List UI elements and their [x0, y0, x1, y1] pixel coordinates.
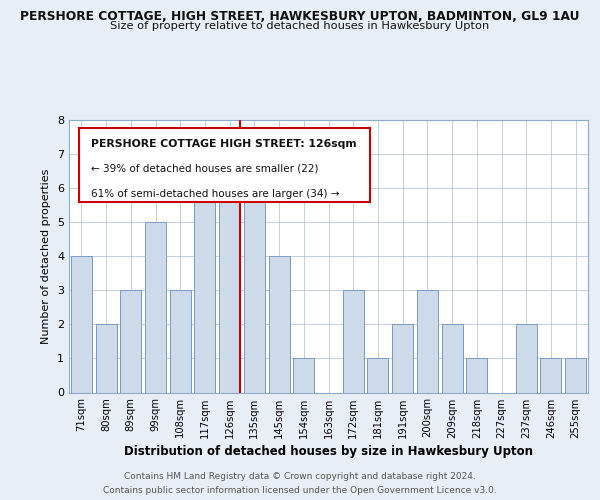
Bar: [442, 324, 463, 392]
Text: PERSHORE COTTAGE, HIGH STREET, HAWKESBURY UPTON, BADMINTON, GL9 1AU: PERSHORE COTTAGE, HIGH STREET, HAWKESBUR…: [20, 10, 580, 23]
Bar: [170, 290, 191, 392]
Bar: [219, 154, 240, 392]
Text: PERSHORE COTTAGE HIGH STREET: 126sqm: PERSHORE COTTAGE HIGH STREET: 126sqm: [91, 139, 356, 149]
Bar: [95, 324, 116, 392]
Bar: [71, 256, 92, 392]
Bar: [269, 256, 290, 392]
Text: 61% of semi-detached houses are larger (34) →: 61% of semi-detached houses are larger (…: [91, 188, 340, 198]
Bar: [343, 290, 364, 392]
Bar: [293, 358, 314, 392]
Bar: [244, 188, 265, 392]
Text: Contains HM Land Registry data © Crown copyright and database right 2024.: Contains HM Land Registry data © Crown c…: [124, 472, 476, 481]
Text: ← 39% of detached houses are smaller (22): ← 39% of detached houses are smaller (22…: [91, 164, 319, 173]
Bar: [541, 358, 562, 392]
Bar: [367, 358, 388, 392]
Bar: [120, 290, 141, 392]
Bar: [194, 188, 215, 392]
Text: Size of property relative to detached houses in Hawkesbury Upton: Size of property relative to detached ho…: [110, 21, 490, 31]
Bar: [392, 324, 413, 392]
X-axis label: Distribution of detached houses by size in Hawkesbury Upton: Distribution of detached houses by size …: [124, 444, 533, 458]
Y-axis label: Number of detached properties: Number of detached properties: [41, 168, 52, 344]
Bar: [516, 324, 537, 392]
Text: Contains public sector information licensed under the Open Government Licence v3: Contains public sector information licen…: [103, 486, 497, 495]
Bar: [417, 290, 438, 392]
Bar: [466, 358, 487, 392]
Bar: [565, 358, 586, 392]
Bar: [145, 222, 166, 392]
